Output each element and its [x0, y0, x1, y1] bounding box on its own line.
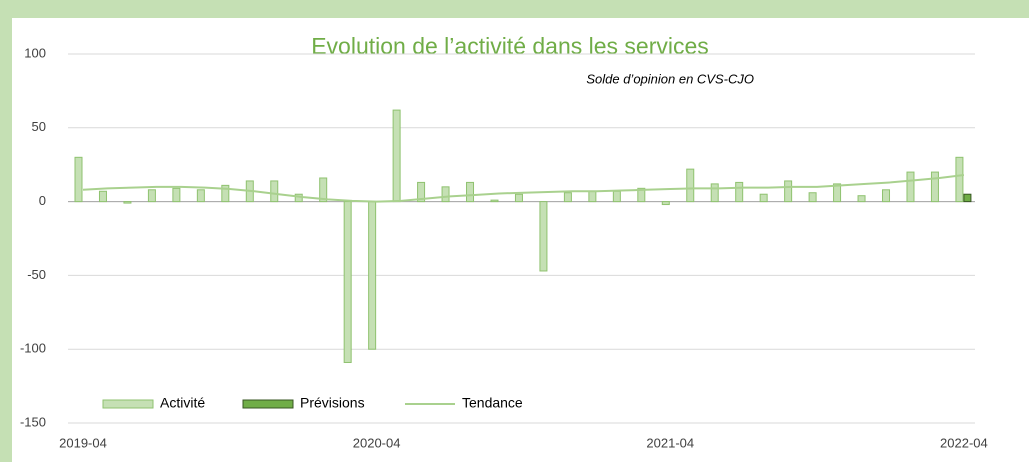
- y-tick-label: -150: [20, 414, 46, 429]
- y-tick-label: 100: [24, 45, 46, 60]
- legend-label: Prévisions: [300, 395, 365, 411]
- bar: [172, 187, 181, 203]
- x-tick-label: 2021-04: [646, 435, 694, 450]
- bar: [833, 183, 842, 203]
- bar: [490, 199, 499, 203]
- bar: [930, 171, 939, 203]
- bar: [392, 109, 401, 203]
- bar: [368, 201, 377, 350]
- chart: Evolution de l’activité dans les service…: [12, 18, 1029, 462]
- bar: [759, 193, 768, 203]
- bar: [808, 192, 817, 203]
- bar: [784, 180, 793, 203]
- bar: [857, 195, 866, 203]
- x-tick-label: 2022-04: [940, 435, 988, 450]
- bar: [735, 181, 744, 203]
- bar: [539, 201, 548, 272]
- legend-label: Tendance: [462, 395, 523, 411]
- y-tick-label: -100: [20, 341, 46, 356]
- legend-swatch: [102, 399, 154, 409]
- bar: [514, 193, 523, 203]
- bar: [637, 187, 646, 203]
- bar: [221, 184, 230, 203]
- bar: [343, 201, 352, 363]
- legend-swatch: [242, 399, 294, 409]
- bar: [686, 168, 695, 203]
- bar: [612, 190, 621, 203]
- y-tick-label: 50: [32, 119, 46, 134]
- y-tick-label: 0: [39, 193, 46, 208]
- legend-label: Activité: [160, 395, 205, 411]
- bar: [466, 181, 475, 203]
- bar: [710, 183, 719, 203]
- bar: [123, 201, 132, 204]
- bar: [319, 177, 328, 203]
- chart-subtitle: Solde d’opinion en CVS-CJO: [586, 71, 754, 86]
- bar: [74, 156, 83, 203]
- trend-line: [82, 174, 965, 203]
- bar: [196, 189, 205, 203]
- y-tick-label: -50: [27, 267, 46, 282]
- chart-title: Evolution de l’activité dans les service…: [311, 33, 709, 59]
- bar: [563, 192, 572, 203]
- x-tick-label: 2020-04: [353, 435, 401, 450]
- bar: [441, 186, 450, 203]
- bar: [147, 189, 156, 203]
- bar: [98, 190, 107, 203]
- x-tick-label: 2019-04: [59, 435, 107, 450]
- bar: [906, 171, 915, 203]
- bar: [963, 193, 972, 203]
- bar: [588, 190, 597, 203]
- bar: [270, 180, 279, 203]
- bar: [882, 189, 891, 203]
- bar: [955, 156, 964, 203]
- bar: [661, 201, 670, 206]
- bar: [417, 181, 426, 203]
